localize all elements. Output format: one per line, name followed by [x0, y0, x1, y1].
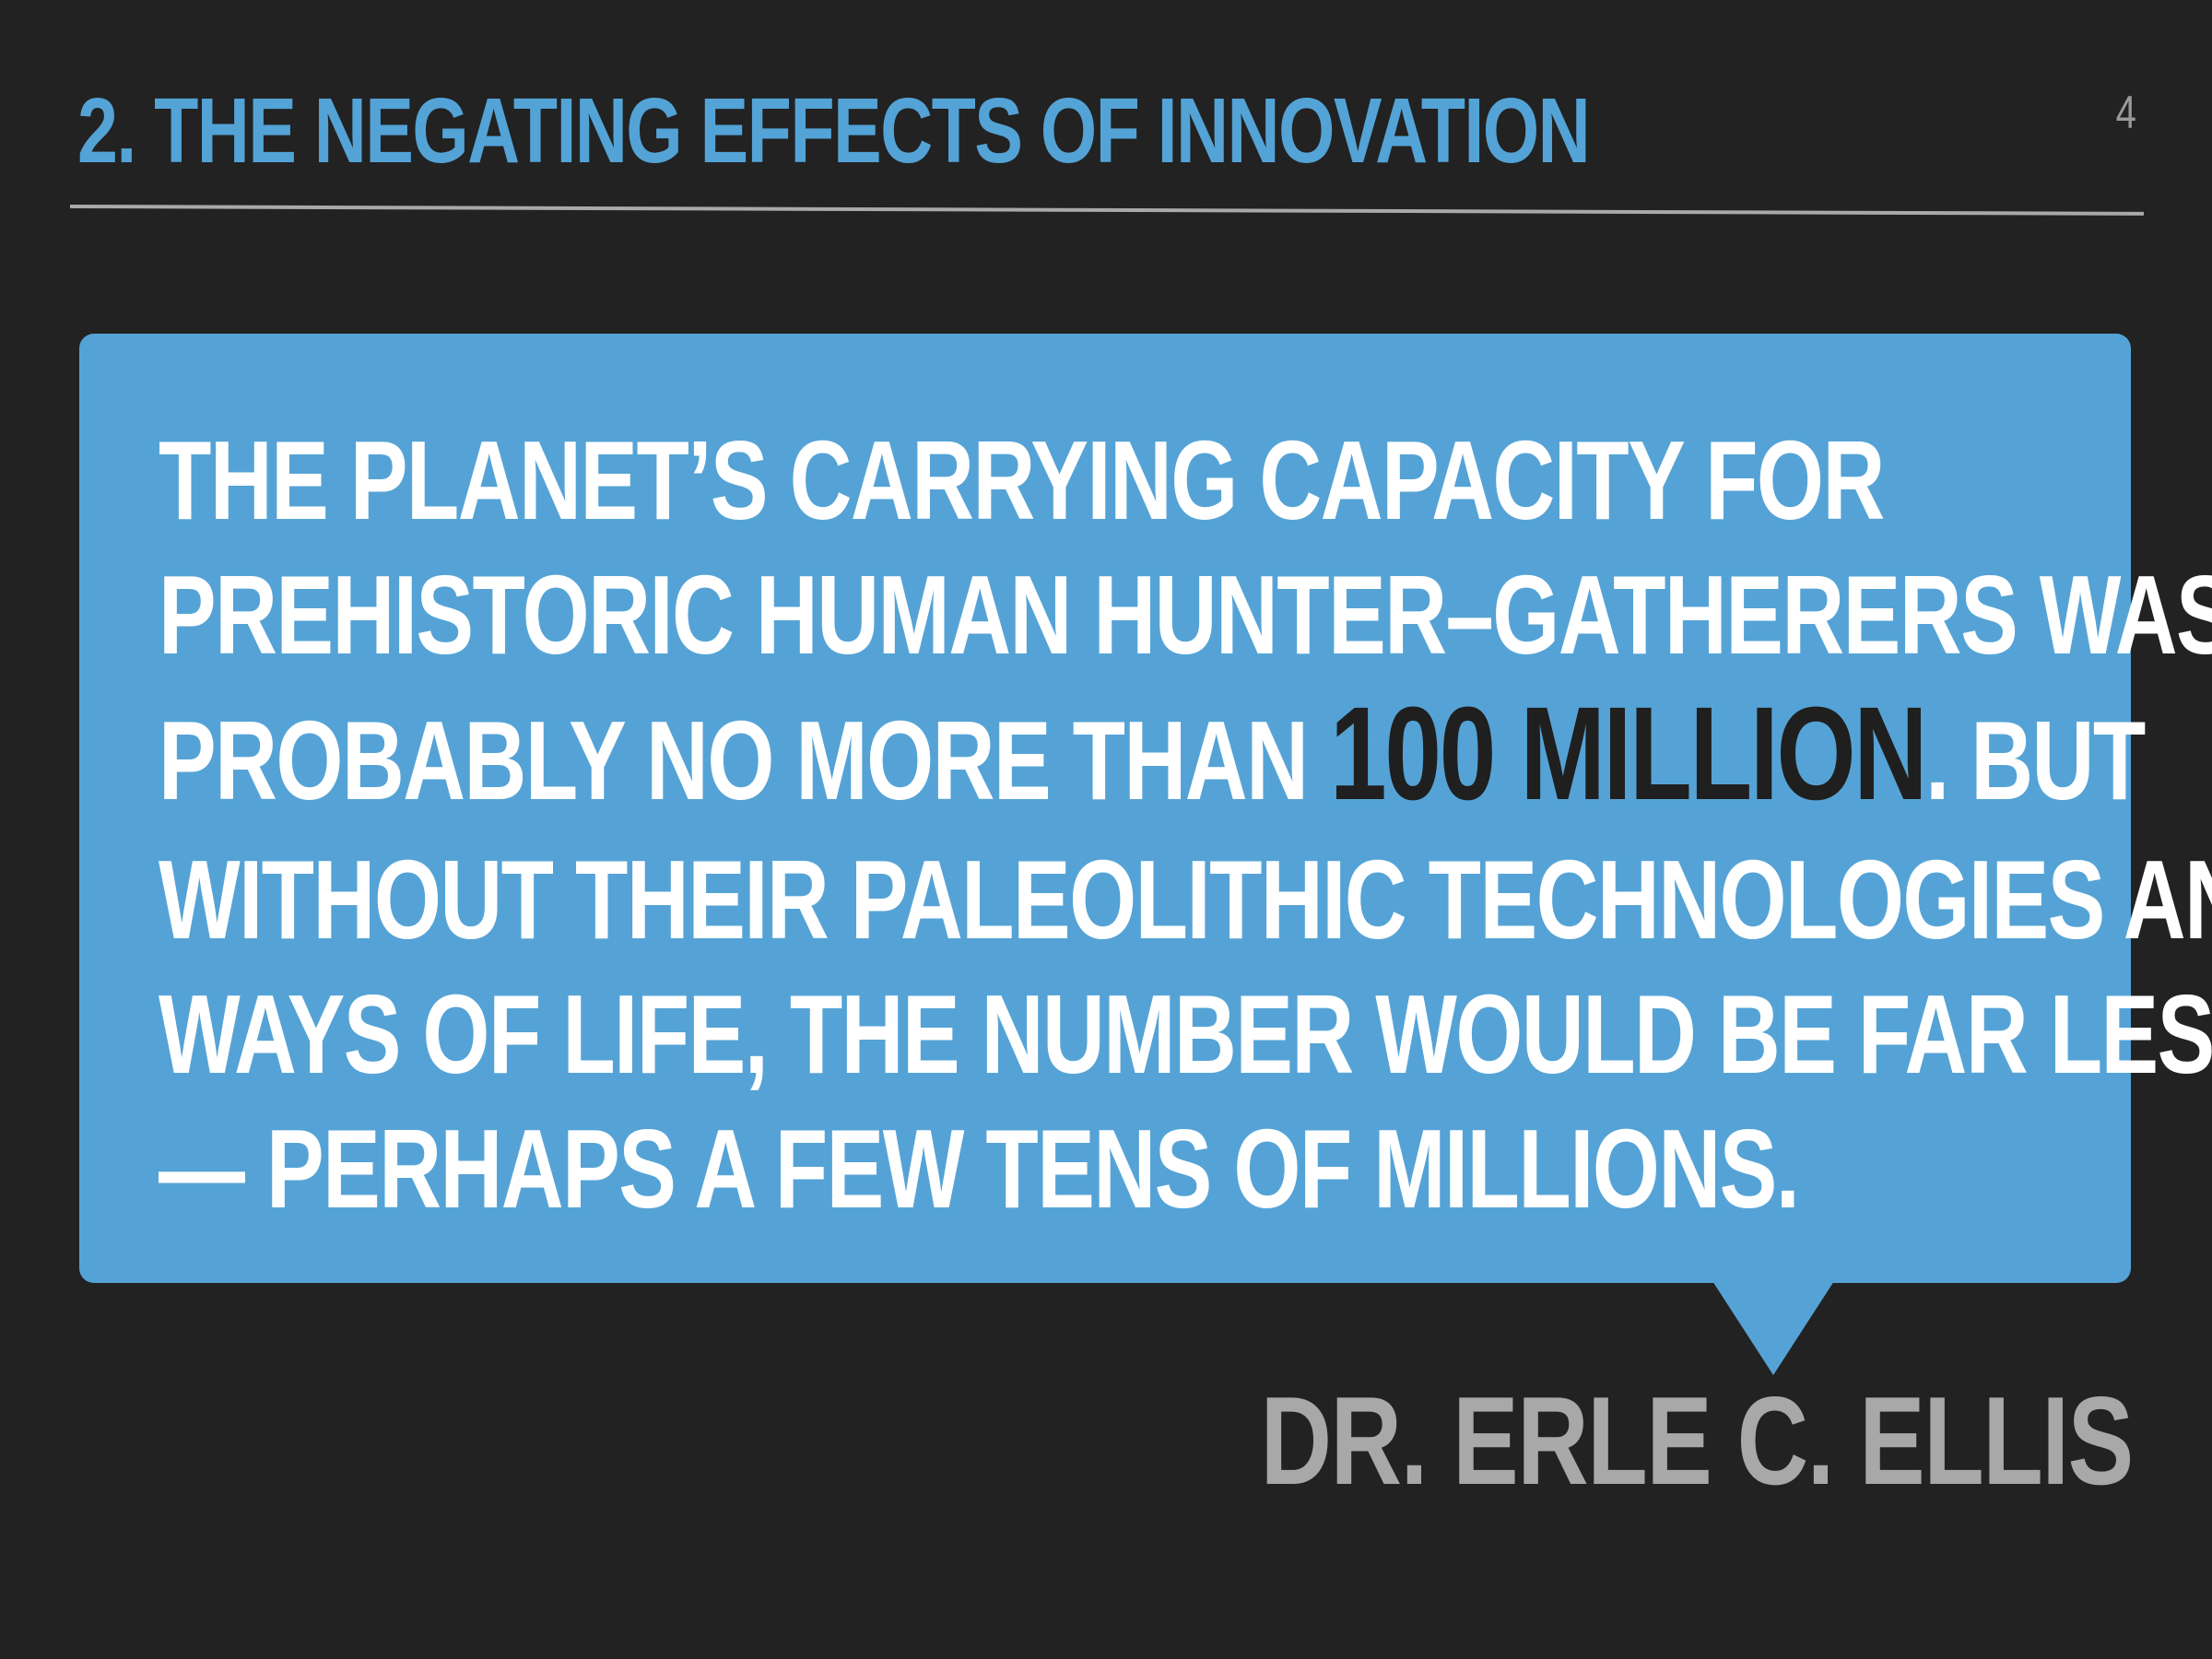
title-divider — [69, 205, 2144, 216]
slide-number: 4 — [2115, 87, 2136, 138]
quote-line-5: WAYS OF LIFE, THE NUMBER WOULD BE FAR LE… — [159, 971, 2212, 1097]
highlighted-figure: 100 MILLION — [1329, 679, 1927, 828]
quote-line-3-start: PROBABLY NO MORE THAN — [159, 698, 1330, 823]
quote-speech-bubble — [79, 334, 2131, 1283]
quote-line-3: PROBABLY NO MORE THAN 100 MILLION. BUT — [159, 682, 2146, 832]
quote-line-2: PREHISTORIC HUMAN HUNTER–GATHERERS WAS — [159, 552, 2212, 677]
quote-line-6: — PERHAPS A FEW TENS OF MILLIONS. — [159, 1106, 1800, 1231]
quote-text: THE PLANET’S CARRYING CAPACITY FOR PREHI… — [159, 413, 2212, 1236]
slide-title: 2. THE NEGATING EFFECTS OF INNOVATION — [77, 79, 1591, 182]
quote-line-4: WITHOUT THEIR PALEOLITHIC TECHNOLOGIES A… — [159, 837, 2212, 962]
speech-bubble-tail — [1712, 1281, 1834, 1375]
quote-attribution: DR. ERLE C. ELLIS — [1260, 1371, 2135, 1511]
quote-line-3-end: . BUT — [1925, 698, 2146, 823]
quote-line-1: THE PLANET’S CARRYING CAPACITY FOR — [159, 418, 1885, 543]
